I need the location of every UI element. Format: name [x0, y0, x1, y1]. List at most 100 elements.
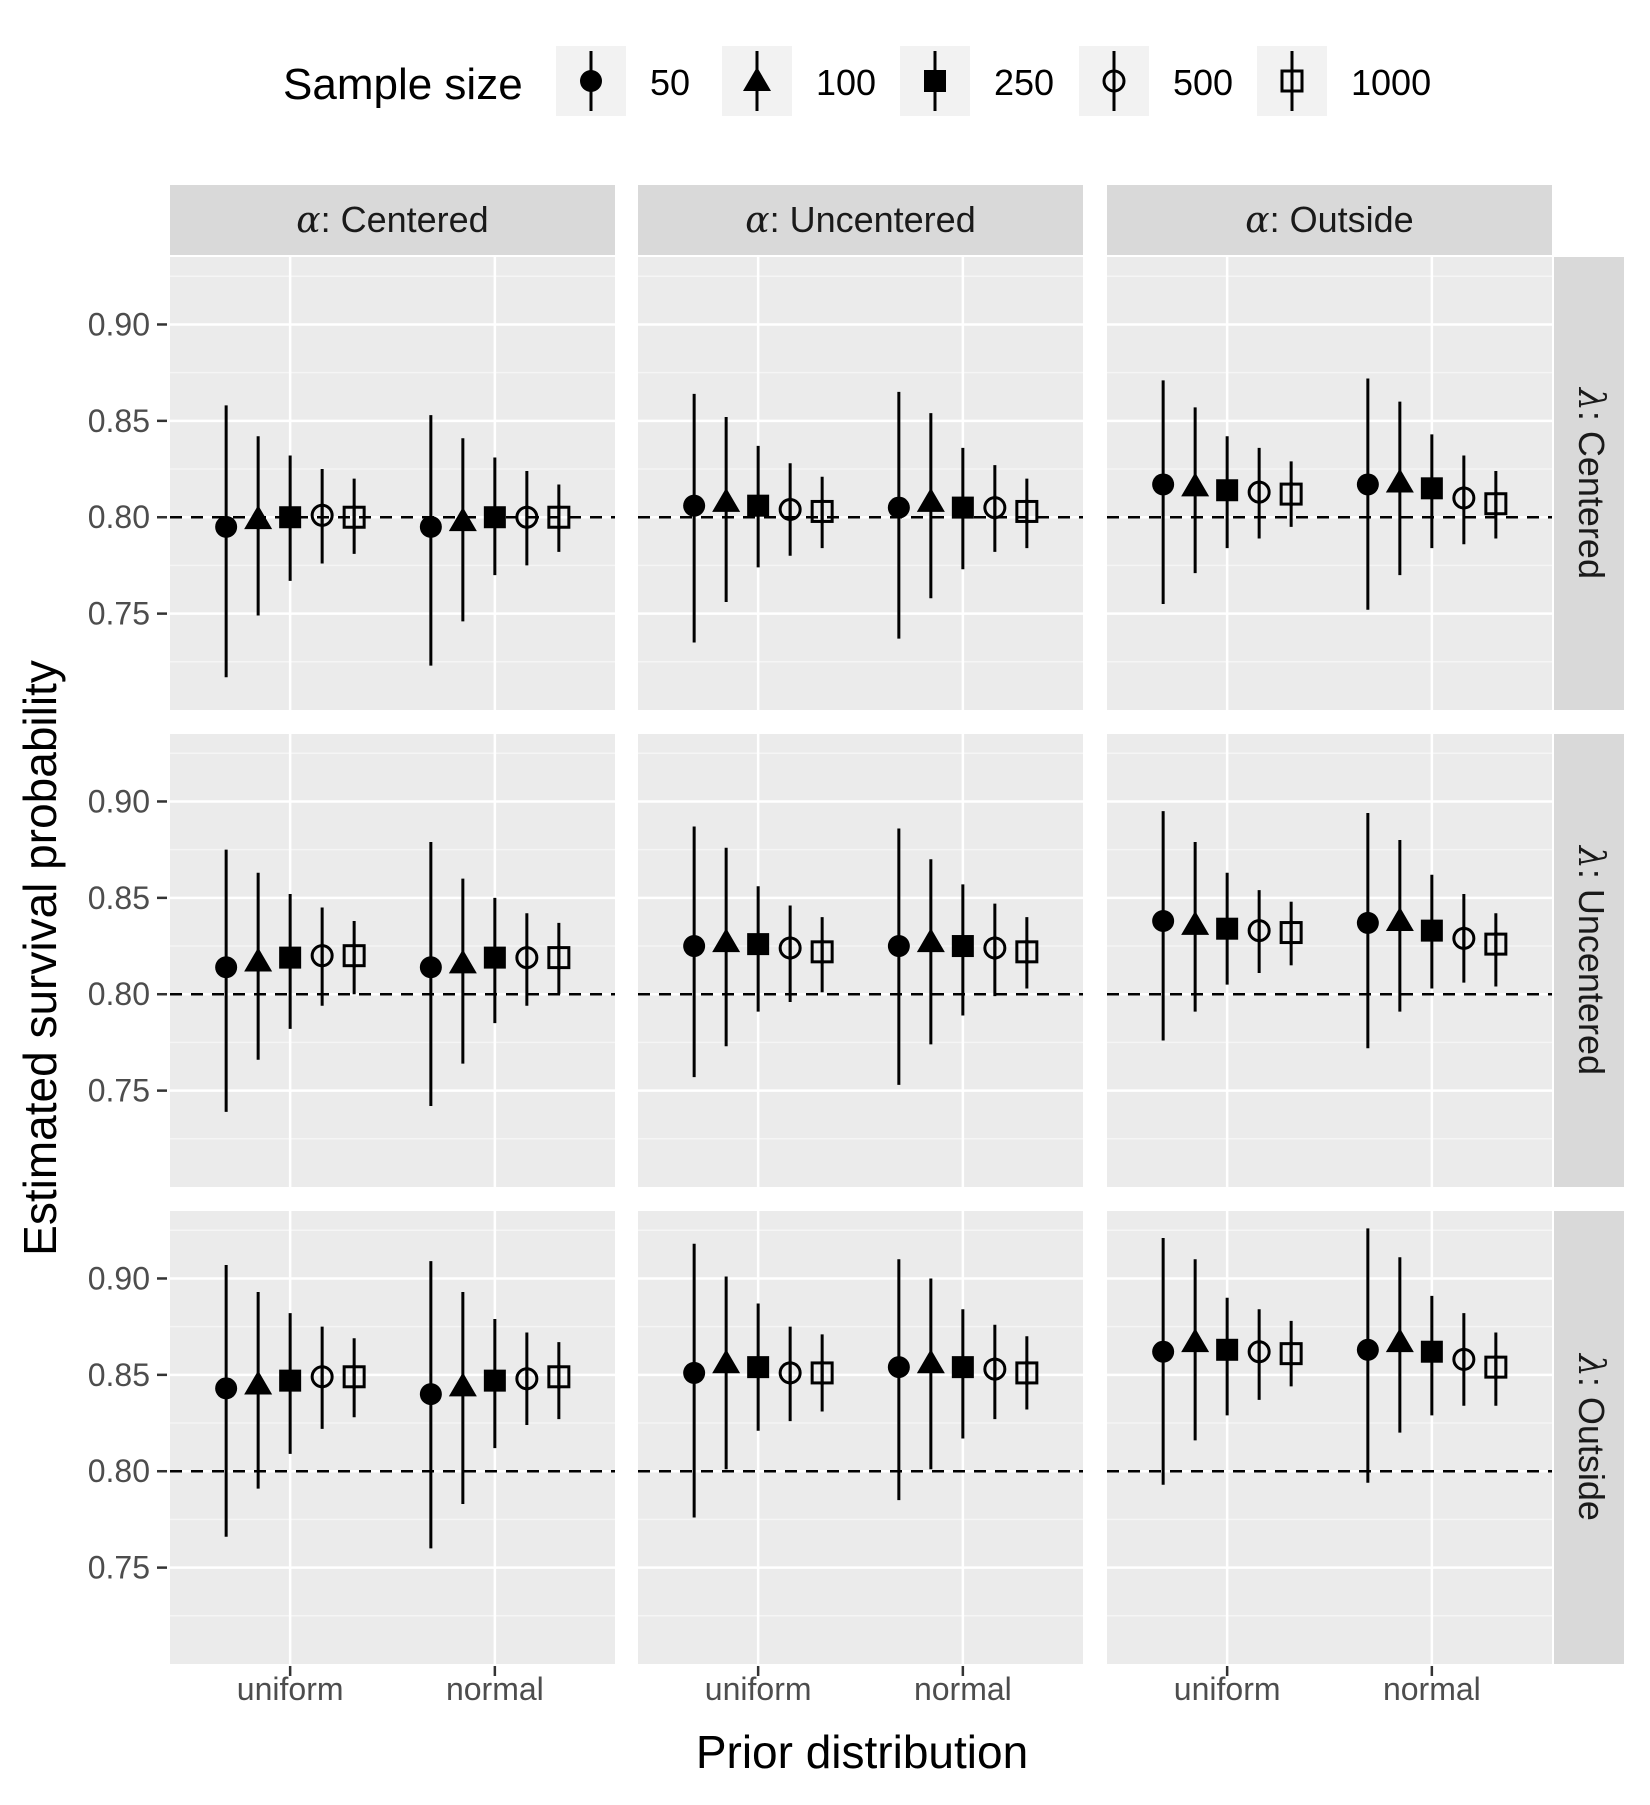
marker-circle [1152, 909, 1175, 932]
strip-text: : Centered [1571, 411, 1612, 579]
marker-triangle [916, 928, 945, 953]
legend-label: 500 [1173, 62, 1233, 103]
legend-key-marker [580, 70, 602, 92]
point-marker [419, 1383, 442, 1406]
panel-background [1107, 734, 1552, 1187]
point-marker [983, 935, 1007, 960]
panel-r2-c1 [638, 1211, 1083, 1664]
panel-background [638, 257, 1083, 710]
y-tick-label: 0.85 [88, 403, 150, 439]
y-axis-row-0: 0.75 0.80 0.85 0.90 [88, 306, 167, 632]
point-marker [1385, 906, 1414, 931]
strip-text: : Outside [1270, 199, 1414, 240]
point-marker [244, 1370, 273, 1395]
marker-square [483, 1369, 506, 1392]
point-marker [951, 935, 974, 958]
panel-background [638, 1211, 1083, 1664]
point-normal-n1000 [1484, 913, 1508, 987]
x-tick-label: uniform [237, 1671, 344, 1707]
point-marker [1181, 472, 1210, 497]
marker-square [1420, 919, 1443, 942]
point-marker [1356, 911, 1379, 934]
y-tick-label: 0.80 [88, 976, 150, 1012]
point-normal-n100 [1385, 840, 1414, 1012]
point-marker [215, 956, 238, 979]
point-marker [1181, 1328, 1210, 1353]
point-marker [887, 1356, 910, 1379]
point-marker [951, 1356, 974, 1379]
marker-square [951, 496, 974, 519]
marker-circle [683, 494, 706, 517]
strip-right-2: λ: Outside [1554, 1211, 1624, 1664]
point-marker [448, 507, 477, 532]
strip-greek: λ [1570, 386, 1611, 411]
point-marker [683, 935, 706, 958]
point-uniform-n1000 [810, 1334, 834, 1412]
point-marker [712, 1349, 741, 1374]
point-uniform-n50 [215, 405, 238, 678]
point-normal-n500 [515, 913, 539, 1006]
marker-square [483, 946, 506, 969]
strip-right-0: λ: Centered [1554, 257, 1624, 710]
marker-circle [580, 70, 602, 92]
point-uniform-n100 [1181, 407, 1210, 574]
point-uniform-n100 [712, 416, 741, 603]
point-normal-n50 [419, 1261, 442, 1549]
strip-background [1107, 185, 1552, 255]
point-marker [712, 487, 741, 512]
point-marker [810, 499, 834, 524]
point-normal-n500 [983, 465, 1007, 552]
point-marker [310, 1364, 334, 1389]
point-uniform-n100 [244, 436, 273, 616]
point-normal-n50 [887, 391, 910, 639]
strip-greek: α [745, 200, 769, 241]
panel-background [638, 734, 1083, 1187]
point-normal-n100 [916, 859, 945, 1045]
strip-text: : Outside [1571, 1377, 1612, 1521]
marker-circle [1152, 473, 1175, 496]
point-marker [547, 1364, 571, 1389]
x-axis-title: Prior distribution [696, 1726, 1028, 1778]
marker-circle [215, 1377, 238, 1400]
marker-circle [215, 956, 238, 979]
point-uniform-n250 [279, 455, 302, 581]
point-marker [1181, 910, 1210, 935]
point-marker [683, 1361, 706, 1384]
strip-greek: α [296, 200, 320, 241]
marker-square [1216, 917, 1239, 940]
panel-r1-c2 [1107, 734, 1552, 1187]
marker-square [747, 1356, 770, 1379]
point-uniform-n1000 [1279, 901, 1303, 966]
point-marker [515, 505, 539, 530]
point-marker [1356, 1338, 1379, 1361]
point-normal-n250 [1420, 1295, 1443, 1416]
marker-circle [215, 515, 238, 538]
point-marker [810, 1360, 834, 1385]
y-tick-label: 0.85 [88, 880, 150, 916]
point-normal-n250 [951, 447, 974, 570]
marker-triangle [244, 1370, 273, 1395]
point-marker [810, 939, 834, 964]
marker-triangle [448, 1372, 477, 1397]
marker-circle [887, 496, 910, 519]
strip-top-0: α: Centered [170, 185, 615, 255]
point-marker [419, 956, 442, 979]
y-tick-label: 0.75 [88, 1550, 150, 1586]
point-normal-n100 [448, 878, 477, 1064]
marker-triangle [1385, 1328, 1414, 1353]
marker-circle [419, 1383, 442, 1406]
y-tick-label: 0.90 [88, 306, 150, 342]
point-uniform-n100 [1181, 841, 1210, 1012]
point-marker [1247, 480, 1271, 505]
point-uniform-n50 [1152, 811, 1175, 1041]
marker-square [279, 946, 302, 969]
strip-top-1: α: Uncentered [638, 185, 1083, 255]
strip-background [638, 185, 1083, 255]
point-uniform-n500 [310, 1326, 334, 1429]
point-marker [1216, 1338, 1239, 1361]
point-marker [342, 1364, 366, 1389]
point-marker [1152, 909, 1175, 932]
marker-triangle [448, 507, 477, 532]
point-uniform-n1000 [810, 917, 834, 993]
